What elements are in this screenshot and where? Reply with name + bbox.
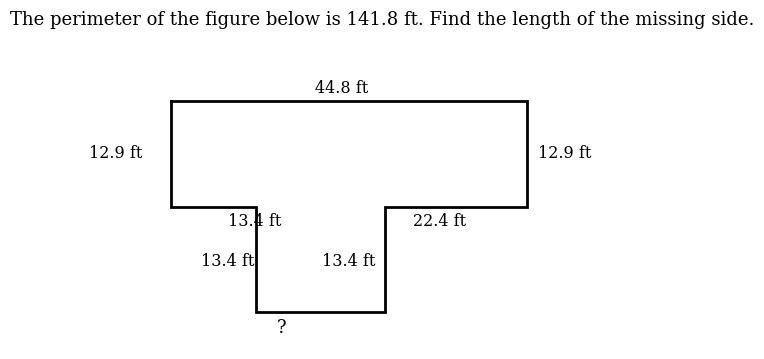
Text: The perimeter of the figure below is 141.8 ft. Find the length of the missing si: The perimeter of the figure below is 141… bbox=[10, 11, 754, 29]
Text: ?: ? bbox=[277, 319, 286, 337]
Text: 13.4 ft: 13.4 ft bbox=[201, 253, 254, 270]
Text: 44.8 ft: 44.8 ft bbox=[316, 80, 368, 97]
Text: 12.9 ft: 12.9 ft bbox=[538, 145, 591, 163]
Text: 12.9 ft: 12.9 ft bbox=[89, 145, 143, 163]
Text: 22.4 ft: 22.4 ft bbox=[413, 213, 466, 230]
Text: 13.4 ft: 13.4 ft bbox=[322, 253, 376, 270]
Text: 13.4 ft: 13.4 ft bbox=[228, 213, 281, 230]
